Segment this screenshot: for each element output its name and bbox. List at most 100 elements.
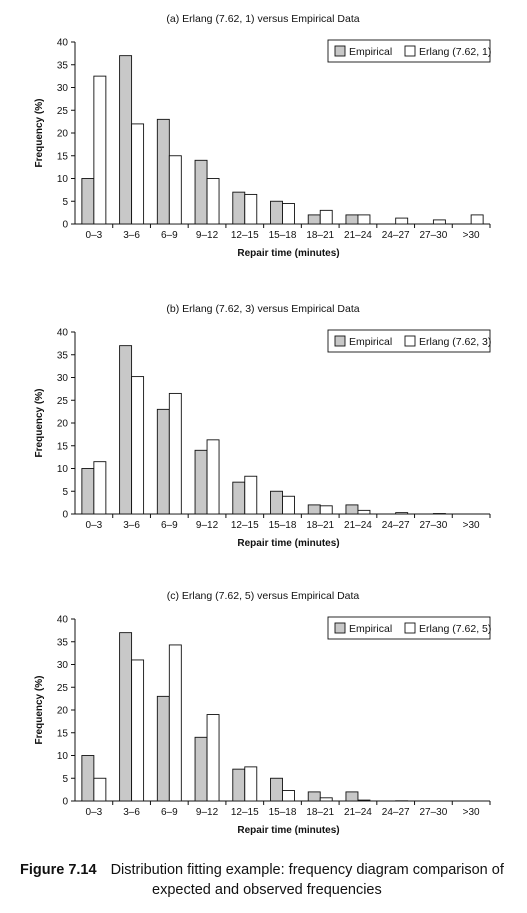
x-tick-label: 15–18: [269, 520, 297, 531]
x-tick-label: 24–27: [382, 807, 410, 818]
bar-erlang: [131, 123, 145, 225]
y-tick-label: 5: [62, 487, 68, 498]
y-axis-label: Frequency (%): [34, 676, 45, 745]
bar-empirical: [307, 214, 321, 225]
y-tick-label: 30: [57, 660, 69, 671]
chart-c: (c) Erlang (7.62, 5) versus Empirical Da…: [0, 577, 527, 862]
y-tick-label: 15: [57, 151, 69, 162]
bar-empirical: [156, 118, 170, 225]
chart-b: (b) Erlang (7.62, 3) versus Empirical Da…: [0, 290, 527, 575]
bar-erlang: [357, 214, 371, 225]
x-tick-label: 24–27: [382, 520, 410, 531]
legend-label: Erlang (7.62, 1): [419, 46, 491, 58]
legend-swatch: [404, 335, 416, 347]
bar-erlang: [93, 461, 107, 515]
bar-empirical: [345, 791, 359, 802]
x-tick-label: 21–24: [344, 807, 372, 818]
y-tick-label: 35: [57, 350, 69, 361]
y-tick-label: 20: [57, 706, 69, 717]
x-tick-label: 0–3: [86, 230, 103, 241]
x-tick-label: 12–15: [231, 230, 259, 241]
x-tick-label: 27–30: [420, 520, 448, 531]
legend-label: Empirical: [349, 623, 392, 635]
x-tick-label: 18–21: [306, 520, 334, 531]
bar-erlang: [357, 799, 371, 802]
bar-erlang: [282, 495, 295, 515]
x-tick-label: 18–21: [306, 807, 334, 818]
y-tick-label: 25: [57, 683, 69, 694]
bar-empirical: [270, 490, 283, 515]
bar-erlang: [357, 509, 371, 515]
y-tick-label: 5: [62, 197, 68, 208]
x-tick-label: 9–12: [196, 807, 219, 818]
bar-empirical: [345, 504, 359, 515]
bar-erlang: [432, 219, 446, 225]
caption-line-1: Figure 7.14 Distribution fitting example:…: [20, 862, 504, 878]
y-tick-label: 40: [57, 615, 69, 626]
y-tick-label: 40: [57, 328, 69, 339]
x-tick-label: 9–12: [196, 520, 219, 531]
figure-label: Figure 7.14: [20, 862, 97, 878]
bar-erlang: [395, 217, 409, 225]
legend-label: Erlang (7.62, 3): [419, 336, 491, 348]
x-tick-label: 0–3: [86, 520, 103, 531]
x-tick-label: 18–21: [306, 230, 334, 241]
bar-empirical: [194, 449, 208, 515]
legend-label: Erlang (7.62, 5): [419, 623, 491, 635]
x-tick-label: 21–24: [344, 230, 372, 241]
y-tick-label: 20: [57, 419, 69, 430]
legend-label: Empirical: [349, 46, 392, 58]
y-tick-label: 25: [57, 106, 69, 117]
y-tick-label: 0: [62, 510, 68, 521]
x-axis-label: Repair time (minutes): [237, 825, 339, 836]
chart-title: (b) Erlang (7.62, 3) versus Empirical Da…: [166, 303, 359, 315]
y-tick-label: 15: [57, 441, 69, 452]
x-tick-label: >30: [463, 230, 480, 241]
x-axis-label: Repair time (minutes): [237, 538, 339, 549]
y-tick-label: 10: [57, 751, 69, 762]
legend-swatch: [404, 45, 416, 57]
bar-erlang: [319, 797, 333, 802]
x-tick-label: 12–15: [231, 520, 259, 531]
legend-swatch: [334, 622, 346, 634]
y-tick-label: 40: [57, 38, 69, 49]
x-tick-label: 24–27: [382, 230, 410, 241]
bar-erlang: [395, 512, 409, 515]
bar-empirical: [232, 768, 246, 802]
chart-b-svg: (b) Erlang (7.62, 3) versus Empirical Da…: [34, 303, 491, 549]
x-tick-label: 6–9: [161, 520, 178, 531]
bar-erlang: [93, 777, 107, 802]
y-axis-label: Frequency (%): [34, 99, 45, 168]
x-tick-label: >30: [463, 807, 480, 818]
bar-empirical: [232, 191, 246, 225]
y-tick-label: 30: [57, 373, 69, 384]
bar-empirical: [156, 408, 170, 515]
x-tick-label: 15–18: [269, 230, 297, 241]
legend-swatch: [404, 622, 416, 634]
y-tick-label: 20: [57, 129, 69, 140]
bar-empirical: [345, 214, 359, 225]
bar-empirical: [81, 178, 95, 225]
chart-a-svg: (a) Erlang (7.62, 1) versus Empirical Da…: [34, 13, 491, 259]
bar-empirical: [307, 504, 321, 515]
bar-empirical: [119, 345, 133, 515]
y-tick-label: 15: [57, 728, 69, 739]
y-tick-label: 0: [62, 797, 68, 808]
bar-empirical: [194, 159, 208, 225]
x-tick-label: >30: [463, 520, 480, 531]
x-tick-label: 12–15: [231, 807, 259, 818]
y-axis-label: Frequency (%): [34, 389, 45, 458]
caption-line-2: expected and observed frequencies: [152, 882, 382, 898]
chart-c-svg: (c) Erlang (7.62, 5) versus Empirical Da…: [34, 590, 491, 836]
x-tick-label: 9–12: [196, 230, 219, 241]
bar-empirical: [119, 632, 133, 802]
y-tick-label: 35: [57, 60, 69, 71]
x-tick-label: 27–30: [420, 230, 448, 241]
legend-swatch: [334, 45, 346, 57]
x-tick-label: 0–3: [86, 807, 103, 818]
legend-swatch: [334, 335, 346, 347]
bar-erlang: [168, 392, 182, 515]
x-tick-label: 3–6: [123, 807, 140, 818]
x-tick-label: 15–18: [269, 807, 297, 818]
bar-empirical: [81, 468, 95, 515]
